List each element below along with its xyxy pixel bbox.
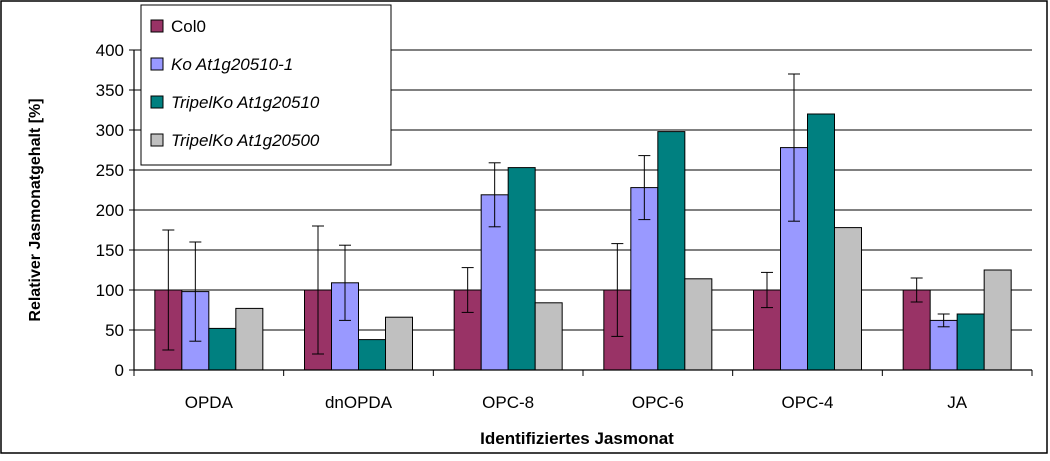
bar bbox=[956, 313, 985, 371]
bar bbox=[834, 227, 862, 371]
legend-label: TripelKo At1g20510 bbox=[171, 93, 320, 112]
legend-box bbox=[140, 4, 392, 166]
y-tick-label: 100 bbox=[96, 281, 124, 300]
y-tick-label: 0 bbox=[115, 361, 124, 380]
bar bbox=[684, 278, 713, 371]
legend: Col0 Ko At1g20510-1 TripelKo At1g20510 Trip… bbox=[140, 4, 392, 166]
bar bbox=[507, 167, 536, 371]
error-bars bbox=[162, 73, 950, 355]
y-tick-label: 400 bbox=[96, 41, 124, 60]
bar bbox=[534, 302, 563, 371]
x-tick-label: OPC-8 bbox=[482, 393, 534, 412]
axes: 0 50 100 150 200 250 300 350 400 OPDA dnOPDA OPC-8 O… bbox=[96, 41, 1033, 412]
legend-label: TripelKo At1g20500 bbox=[171, 131, 320, 150]
y-axis-title: Relativer Jasmonatgehalt [%] bbox=[27, 98, 44, 321]
bar bbox=[807, 113, 835, 371]
x-axis-title: Identifiziertes Jasmonat bbox=[480, 429, 674, 448]
legend-swatch bbox=[150, 19, 164, 33]
bar bbox=[385, 316, 413, 371]
x-tick-label: dnOPDA bbox=[325, 393, 393, 412]
legend-label: Ko At1g20510-1 bbox=[171, 55, 293, 74]
y-tick-label: 300 bbox=[96, 121, 124, 140]
bar bbox=[358, 339, 386, 371]
y-tick-label: 350 bbox=[96, 81, 124, 100]
legend-swatch bbox=[150, 133, 164, 147]
y-tick-label: 200 bbox=[96, 201, 124, 220]
y-tick-label: 150 bbox=[96, 241, 124, 260]
y-tick-label: 250 bbox=[96, 161, 124, 180]
bar bbox=[235, 307, 264, 371]
x-tick-label: OPC-6 bbox=[632, 393, 684, 412]
legend-label: Col0 bbox=[171, 17, 206, 36]
x-tick-label: OPDA bbox=[185, 393, 234, 412]
legend-swatch bbox=[150, 57, 164, 71]
bar bbox=[929, 319, 958, 371]
bar bbox=[208, 327, 237, 371]
bar bbox=[983, 269, 1012, 371]
bar bbox=[657, 131, 686, 371]
x-tick-label: OPC-4 bbox=[782, 393, 834, 412]
y-tick-label: 50 bbox=[105, 321, 124, 340]
x-tick-label: JA bbox=[947, 393, 968, 412]
gridlines bbox=[134, 49, 1032, 331]
legend-swatch bbox=[150, 95, 164, 109]
